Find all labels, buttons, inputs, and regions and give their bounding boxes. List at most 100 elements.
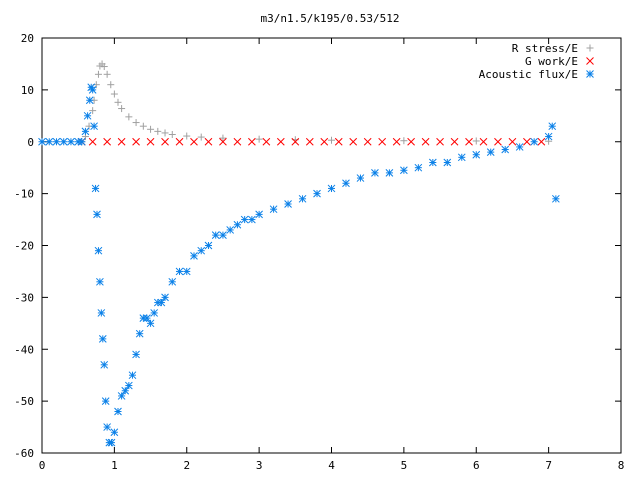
data-point <box>494 137 502 146</box>
data-point <box>100 360 109 369</box>
data-point <box>544 132 553 141</box>
data-point <box>124 381 133 390</box>
data-point <box>114 98 122 106</box>
data-point <box>161 293 169 302</box>
data-point <box>132 119 140 127</box>
data-point <box>161 137 169 146</box>
x-tick-label: 1 <box>111 459 118 472</box>
data-point <box>552 194 560 203</box>
data-point <box>125 113 133 121</box>
data-point <box>276 137 285 146</box>
data-point <box>479 137 488 146</box>
data-point <box>400 137 408 145</box>
data-point <box>472 150 481 159</box>
data-point <box>143 314 151 322</box>
data-point <box>101 397 110 405</box>
y-tick-label: 20 <box>21 32 34 45</box>
data-point <box>38 137 46 146</box>
plot-frame <box>41 37 622 454</box>
data-point <box>117 392 126 400</box>
data-point <box>103 423 111 431</box>
data-point <box>313 189 321 198</box>
data-point <box>515 143 524 151</box>
x-tick-label: 8 <box>618 459 625 472</box>
data-point <box>349 137 358 146</box>
data-point <box>421 137 430 146</box>
x-tick-label: 2 <box>183 459 190 472</box>
data-point <box>135 329 144 338</box>
data-point <box>168 130 176 138</box>
data-point <box>88 137 97 146</box>
y-tick-label: 10 <box>21 84 34 97</box>
data-point <box>465 137 473 146</box>
x-tick-label: 3 <box>256 459 263 472</box>
data-point <box>175 137 184 146</box>
y-tick-label: -30 <box>14 291 34 304</box>
data-point <box>161 129 169 137</box>
data-point <box>90 122 98 131</box>
y-tick-label: 0 <box>27 136 34 149</box>
data-point <box>93 210 101 219</box>
data-point <box>548 122 557 131</box>
y-tick-label: -40 <box>14 343 34 356</box>
data-point <box>356 174 365 182</box>
legend-label: Acoustic flux/E <box>479 68 578 81</box>
data-point <box>240 215 249 224</box>
data-point <box>501 145 510 154</box>
data-point <box>157 298 166 307</box>
data-point <box>121 386 130 395</box>
legend-marker <box>586 44 594 52</box>
data-point <box>327 184 336 193</box>
data-point <box>436 137 444 146</box>
data-point <box>334 137 343 146</box>
data-point <box>190 252 198 260</box>
data-point <box>107 81 115 89</box>
data-point <box>103 137 111 146</box>
data-point <box>96 277 104 286</box>
data-point <box>183 132 191 140</box>
x-tick-label: 5 <box>401 459 408 472</box>
data-point <box>508 137 517 146</box>
data-point <box>428 158 437 167</box>
data-point <box>443 158 452 167</box>
legend-marker <box>586 57 594 65</box>
data-point <box>363 137 372 146</box>
legend-label: G work/E <box>525 55 578 68</box>
data-point <box>85 96 94 105</box>
data-point <box>94 70 102 78</box>
data-point <box>530 137 539 146</box>
data-point <box>197 133 205 141</box>
x-tick-label: 6 <box>473 459 480 472</box>
data-point <box>204 241 213 250</box>
data-point <box>110 90 118 98</box>
x-tick-label: 4 <box>328 459 335 472</box>
data-point <box>197 246 206 255</box>
data-point <box>269 205 278 214</box>
data-point <box>472 137 480 145</box>
data-point <box>385 169 394 177</box>
data-point <box>182 267 191 276</box>
data-point <box>457 153 466 162</box>
data-point <box>400 166 408 175</box>
data-point <box>523 137 531 146</box>
axis-ticks: 0 1 2 3 4 5 6 7 8 -60 -50 -40 -30 -20 -10 0 10 20 <box>14 32 624 472</box>
x-tick-label: 7 <box>545 459 552 472</box>
y-tick-label: -10 <box>14 188 34 201</box>
data-point <box>262 137 271 146</box>
data-point <box>342 179 350 188</box>
data-point <box>153 298 162 307</box>
chart-title: m3/n1.5/k195/0.53/512 <box>260 12 399 25</box>
data-point <box>219 231 227 239</box>
data-point <box>291 137 300 146</box>
data-point <box>226 226 235 234</box>
legend-marker <box>586 70 594 78</box>
data-point <box>150 309 159 317</box>
data-point <box>537 137 546 146</box>
data-point <box>378 137 387 146</box>
data-point <box>146 319 155 328</box>
data-point <box>139 122 147 130</box>
data-point <box>67 137 75 146</box>
legend-label: R stress/E <box>512 42 578 55</box>
data-point <box>486 148 495 156</box>
